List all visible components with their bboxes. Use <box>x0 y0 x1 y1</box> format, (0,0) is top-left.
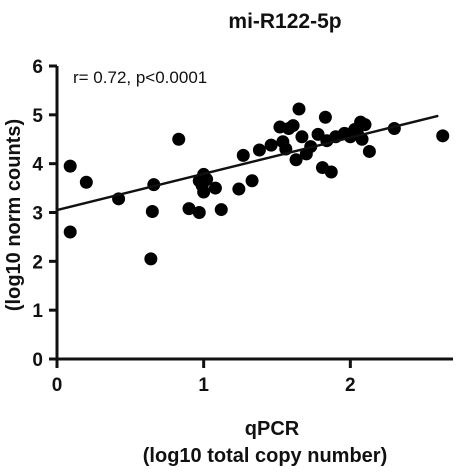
data-point <box>286 119 300 133</box>
x-tick-label: 1 <box>198 375 209 396</box>
data-point <box>252 143 266 157</box>
data-point <box>324 165 338 179</box>
data-point <box>79 175 93 189</box>
data-point <box>289 153 303 167</box>
data-point <box>63 159 77 173</box>
data-point <box>214 203 228 217</box>
y-tick-label: 6 <box>32 57 43 78</box>
stats-annotation: r= 0.72, p<0.0001 <box>73 68 207 87</box>
y-tick-label: 3 <box>32 204 43 225</box>
data-point <box>172 132 186 146</box>
data-point <box>362 144 376 158</box>
y-tick-label: 5 <box>32 106 43 127</box>
data-point <box>145 205 159 219</box>
data-point <box>200 172 214 186</box>
data-point <box>182 202 196 216</box>
data-point <box>63 225 77 239</box>
data-point <box>208 181 222 195</box>
data-point <box>236 148 250 162</box>
y-tick-label: 1 <box>32 301 43 322</box>
x-axis-title-line2: (log10 total copy number) <box>143 445 387 467</box>
x-axis-title-line1: qPCR <box>245 418 300 440</box>
y-axis-ticks: 0 1 2 3 4 5 6 <box>32 57 57 371</box>
x-axis-ticks: 0 1 2 <box>52 359 356 396</box>
data-point <box>197 185 211 199</box>
y-tick-label: 4 <box>32 155 43 176</box>
data-point <box>192 206 206 219</box>
data-point <box>318 110 332 124</box>
data-point <box>245 174 259 188</box>
data-point <box>436 129 450 143</box>
x-tick-label: 0 <box>52 375 63 396</box>
y-tick-label: 2 <box>32 252 43 273</box>
plot-area: r= 0.72, p<0.0001 0 1 2 3 4 5 6 0 1 2 <box>32 57 453 396</box>
y-tick-label: 0 <box>32 350 43 371</box>
data-point <box>358 118 372 132</box>
data-point <box>264 138 278 152</box>
y-axis-title: (log10 norm counts) <box>3 119 25 311</box>
regression-line <box>56 114 439 212</box>
data-point <box>295 130 309 144</box>
data-point <box>292 102 306 116</box>
chart-title: mi-R122-5p <box>228 10 341 33</box>
data-point <box>144 252 158 266</box>
x-tick-label: 2 <box>345 375 356 396</box>
data-point <box>232 182 246 196</box>
